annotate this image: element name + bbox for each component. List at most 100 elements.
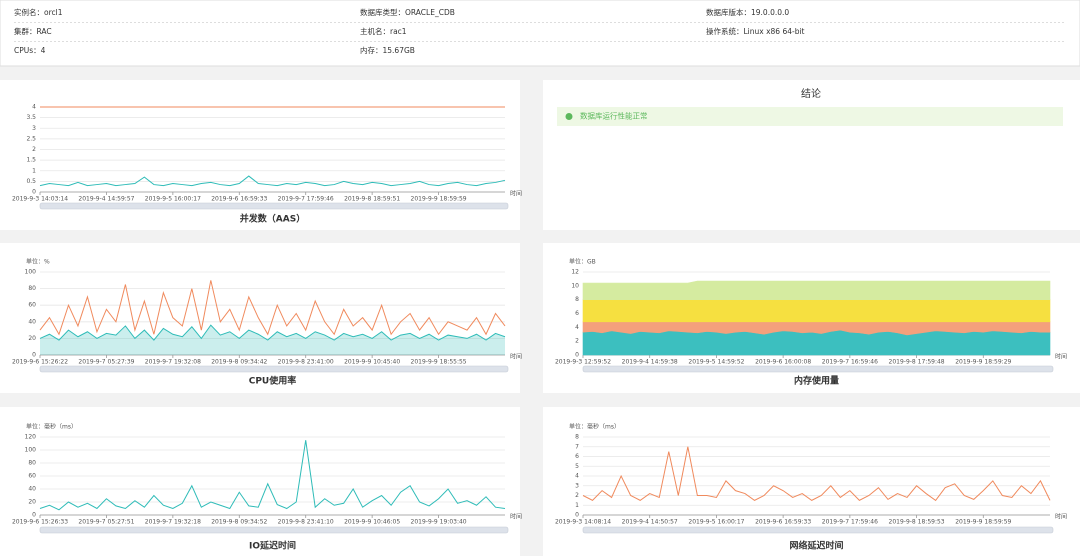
x-tick-label: 2019-9-8 17:59:48: [889, 359, 945, 366]
scrollbar: [39, 365, 509, 373]
x-tick-label: 2019-9-5 16:00:17: [145, 196, 201, 203]
y-tick-label: 12: [571, 269, 579, 276]
info-label: 集群：: [14, 26, 37, 36]
y-tick-label: 20: [28, 335, 36, 342]
info-value: 4: [41, 46, 46, 55]
x-tick-label: 2019-9-8 18:59:53: [889, 519, 945, 526]
line: [39, 280, 506, 336]
x-tick-label: 2019-9-7 17:59:46: [278, 196, 334, 203]
x-tick-label: 2019-9-7 17:59:46: [822, 519, 878, 526]
info-value: orcl1: [44, 8, 63, 17]
x-tick-label: 2019-9-5 14:59:52: [688, 359, 744, 366]
unit-label: 单位：毫秒（ms）: [26, 423, 77, 431]
y-tick-label: 20: [28, 499, 36, 506]
y-tick-label: 40: [28, 318, 36, 325]
panel: [0, 407, 520, 556]
line: [39, 440, 506, 511]
line: [582, 446, 1051, 502]
info-label: 数据库版本：: [706, 7, 751, 17]
y-tick-label: 2: [575, 338, 579, 345]
y-tick-label: 4: [32, 104, 36, 111]
area-segment: [582, 299, 1051, 323]
line: [39, 324, 506, 341]
status-box: [557, 107, 1063, 126]
y-tick-label: 0: [32, 189, 36, 196]
x-tick-label: 2019-9-6 15:26:22: [12, 359, 68, 366]
info-item: 数据库类型：ORACLE_CDB: [360, 7, 455, 17]
x-tick-label: 2019-9-7 19:32:08: [145, 359, 201, 366]
x-tick-label: 2019-9-4 14:50:57: [622, 519, 678, 526]
line: [39, 175, 506, 187]
x-tick-label: 2019-9-9 18:59:29: [955, 359, 1011, 366]
y-tick-label: 2.5: [26, 135, 36, 142]
y-tick-label: 60: [28, 302, 36, 309]
x-axis-label: 时间: [1055, 513, 1067, 521]
y-tick-label: 3: [575, 482, 579, 489]
info-item: 实例名：orcl1: [14, 7, 63, 17]
y-tick-label: 80: [28, 285, 36, 292]
area-segment: [582, 329, 1051, 356]
y-tick-label: 2: [575, 492, 579, 499]
chart-title: 内存使用量: [794, 375, 839, 387]
y-tick-label: 120: [25, 434, 37, 441]
y-tick-label: 4: [575, 324, 579, 331]
info-value: rac1: [390, 27, 407, 36]
y-tick-label: 100: [25, 447, 37, 454]
chart-title: CPU使用率: [249, 375, 297, 387]
x-tick-label: 2019-9-4 14:59:57: [78, 196, 134, 203]
scrollbar: [39, 526, 509, 534]
info-label: 主机名：: [360, 26, 390, 36]
info-value: ORACLE_CDB: [405, 8, 455, 17]
y-tick-label: 100: [25, 269, 37, 276]
info-item: 操作系统：Linux x86 64-bit: [706, 26, 805, 36]
info-panel: [0, 0, 1080, 67]
unit-label: 单位：%: [26, 258, 50, 266]
x-tick-label: 2019-9-3 14:08:14: [555, 519, 611, 526]
chart-title: 网络延迟时间: [789, 540, 843, 552]
y-tick-label: 8: [575, 434, 579, 441]
info-item: 数据库版本：19.0.0.0.0: [706, 7, 789, 17]
x-axis-label: 时间: [510, 353, 522, 361]
y-tick-label: 4: [575, 473, 579, 480]
x-tick-label: 2019-9-7 05:27:51: [78, 519, 134, 526]
y-tick-label: 5: [575, 463, 579, 470]
info-label: CPUs：: [14, 46, 41, 55]
y-tick-label: 6: [575, 310, 579, 317]
y-tick-label: 1: [32, 167, 36, 174]
unit-label: 单位：毫秒（ms）: [569, 423, 620, 431]
conclusion-title: 结论: [801, 87, 821, 100]
y-tick-label: 0: [32, 512, 36, 519]
y-tick-label: 1.5: [26, 157, 36, 164]
x-tick-label: 2019-9-7 05:27:39: [78, 359, 134, 366]
x-tick-label: 2019-9-6 16:00:08: [755, 359, 811, 366]
y-tick-label: 40: [28, 486, 36, 493]
info-label: 实例名：: [14, 7, 44, 17]
x-tick-label: 2019-9-9 18:59:59: [955, 519, 1011, 526]
y-tick-label: 6: [575, 453, 579, 460]
info-value: 19.0.0.0.0: [751, 8, 789, 17]
x-tick-label: 2019-9-9 10:45:40: [344, 359, 400, 366]
x-tick-label: 2019-9-7 16:59:46: [822, 359, 878, 366]
x-tick-label: 2019-9-9 19:03:40: [411, 519, 467, 526]
y-tick-label: 0: [575, 512, 579, 519]
x-axis-label: 时间: [510, 513, 522, 521]
x-tick-label: 2019-9-9 18:55:55: [411, 359, 467, 366]
scrollbar: [582, 526, 1054, 534]
info-value: 15.67GB: [383, 46, 415, 55]
info-value: RAC: [37, 27, 52, 36]
x-tick-label: 2019-9-6 16:59:33: [211, 196, 267, 203]
x-tick-label: 2019-9-4 14:59:38: [622, 359, 678, 366]
x-tick-label: 2019-9-8 23:41:00: [278, 359, 334, 366]
y-tick-label: 3.5: [26, 114, 36, 121]
status-icon: [565, 113, 573, 120]
x-axis-label: 时间: [1055, 353, 1067, 361]
area-segment: [582, 280, 1051, 300]
x-tick-label: 2019-9-7 19:32:18: [145, 519, 201, 526]
info-label: 数据库类型：: [360, 7, 405, 17]
scrollbar: [39, 202, 509, 210]
info-label: 操作系统：: [706, 26, 744, 36]
x-tick-label: 2019-9-6 16:59:33: [755, 519, 811, 526]
unit-label: 单位：GB: [569, 258, 596, 266]
x-tick-label: 2019-9-9 18:59:59: [411, 196, 467, 203]
